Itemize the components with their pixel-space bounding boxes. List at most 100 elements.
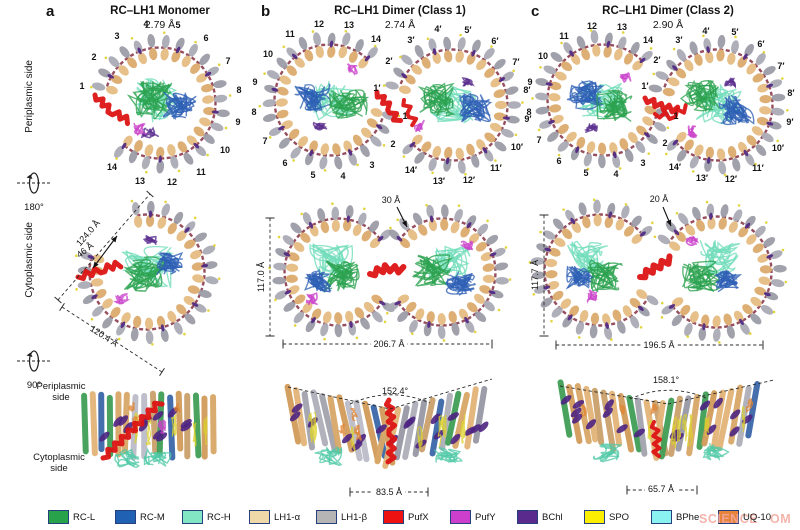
ring-number: 8 xyxy=(236,85,242,95)
panel-letter-a: a xyxy=(46,3,55,20)
ring-number: 9 xyxy=(235,117,241,127)
ring-number: 4 xyxy=(340,171,346,181)
ring-number: 11 xyxy=(285,29,295,39)
ring-number: 5′ xyxy=(731,27,739,37)
legend-item-PufX: PufX xyxy=(383,510,429,524)
measurement-dimer2-width: 196.5 Å xyxy=(640,340,678,350)
ring-number: 9′ xyxy=(786,117,794,127)
legend-swatch-LH1-α xyxy=(249,510,270,524)
ring-number: 11′ xyxy=(752,163,764,173)
ring-number: 14 xyxy=(106,162,118,172)
watermark-left: SCIENCE xyxy=(699,512,759,526)
ring-number: 3 xyxy=(369,160,375,170)
ring-number: 6′ xyxy=(757,39,765,49)
ring-number: 14′ xyxy=(404,165,418,175)
ring-number: 5 xyxy=(583,168,589,178)
legend-item-BChl: BChl xyxy=(517,510,563,524)
panel-resolution-b: 2.74 Å xyxy=(384,19,416,31)
ring-number: 3′ xyxy=(675,35,683,45)
ring-number: 13′ xyxy=(432,176,446,186)
ring-number: 7 xyxy=(225,56,231,66)
label-periplasmic-side: Periplasmic side xyxy=(24,60,35,133)
legend-label: RC-M xyxy=(140,511,165,523)
legend-item-LH1-α: LH1-α xyxy=(249,510,300,524)
ring-number: 2 xyxy=(662,138,668,148)
ring-number: 9′ xyxy=(524,114,532,124)
legend-label: BPhe xyxy=(676,511,700,523)
legend-swatch-LH1-β xyxy=(316,510,337,524)
ring-number: 11′ xyxy=(490,163,502,173)
ring-number: 8′ xyxy=(523,85,531,95)
ring-number: 4 xyxy=(143,19,149,29)
ring-number: 8 xyxy=(251,107,257,117)
ring-number: 6 xyxy=(282,158,288,168)
measurement-dimer1-height: 117.0 Å xyxy=(256,261,266,293)
measurement-dimer1-width: 206.7 Å xyxy=(370,339,408,349)
ring-number: 12′ xyxy=(724,174,738,184)
legend-label: LH1-α xyxy=(274,511,301,523)
rotate-axis-icon xyxy=(17,350,51,372)
ring-number: 13 xyxy=(616,22,628,32)
legend-label: RC-L xyxy=(73,511,96,523)
panel-resolution-a: 2.79 Å xyxy=(144,19,176,31)
legend-item-RC-L: RC-L xyxy=(48,510,95,524)
legend-item-LH1-β: LH1-β xyxy=(316,510,367,524)
ring-number: 8′ xyxy=(787,88,795,98)
ring-number: 12′ xyxy=(462,175,476,185)
watermark-right: OM xyxy=(770,512,792,526)
ring-number: 11 xyxy=(559,31,569,41)
ring-number: 2′ xyxy=(653,55,661,65)
ring-number: 10′ xyxy=(771,143,785,153)
legend-swatch-RC-H xyxy=(182,510,203,524)
ring-number: 6 xyxy=(556,156,562,166)
ring-number: 6′ xyxy=(491,36,499,46)
measurement-dimer1-base: 83.5 Å xyxy=(372,487,406,497)
legend-item-RC-M: RC-M xyxy=(115,510,165,524)
legend-label: PufX xyxy=(408,511,429,523)
legend-label: RC-H xyxy=(207,511,231,523)
ring-number: 3′ xyxy=(407,35,415,45)
ring-number: 9 xyxy=(252,77,258,87)
ring-number: 5 xyxy=(175,20,181,30)
legend-swatch-BPhe xyxy=(651,510,672,524)
rotation-90-label: 90° xyxy=(26,380,42,391)
ring-number: 4′ xyxy=(434,24,442,34)
measurement-dimer2-gap: 20 Å xyxy=(649,194,669,204)
panel-letter-b: b xyxy=(261,3,271,20)
legend-item-SPO: SPO xyxy=(584,510,629,524)
ring-number: 10′ xyxy=(510,142,524,152)
legend-swatch-UQ-10 xyxy=(718,510,739,524)
legend-swatch-BChl xyxy=(517,510,538,524)
rotation-90: 90° xyxy=(12,348,56,391)
panel-title-b: RC–LH1 Dimer (Class 1) xyxy=(334,5,466,17)
ring-number: 8 xyxy=(526,107,532,117)
ring-number: 10 xyxy=(262,49,274,59)
ring-number: 1 xyxy=(402,111,408,121)
ring-number: 4′ xyxy=(702,26,710,36)
ring-number: 12 xyxy=(313,19,325,29)
ring-number: 13 xyxy=(343,20,355,30)
ring-number: 2 xyxy=(390,139,396,149)
measurement-dimer2-height: 117.7 Å xyxy=(530,259,540,291)
legend-label: LH1-β xyxy=(341,511,368,523)
ring-number: 14′ xyxy=(668,162,682,172)
label-bottom-cytoplasmic: Cytoplasmic side xyxy=(33,452,85,475)
measurement-dimer1-gap: 30 Å xyxy=(381,195,401,205)
legend-label: BChl xyxy=(542,511,563,523)
legend-label: UQ-10 xyxy=(743,511,771,523)
legend-item-RC-H: RC-H xyxy=(182,510,231,524)
ring-number: 1 xyxy=(79,81,85,91)
ring-number: 10 xyxy=(219,145,231,155)
ring-number: 5′ xyxy=(464,25,472,35)
measurement-dimer2-angle: 158.1° xyxy=(652,375,680,385)
measurement-dimer2-base: 65.7 Å xyxy=(644,484,678,494)
panel-title-a: RC–LH1 Monomer xyxy=(110,5,210,17)
ring-number: 4 xyxy=(613,169,619,179)
ring-number: 5 xyxy=(310,170,316,180)
legend-swatch-SPO xyxy=(584,510,605,524)
ring-number: 13′ xyxy=(695,173,709,183)
ring-number: 7 xyxy=(536,135,542,145)
panel-title-c: RC–LH1 Dimer (Class 2) xyxy=(602,5,734,17)
